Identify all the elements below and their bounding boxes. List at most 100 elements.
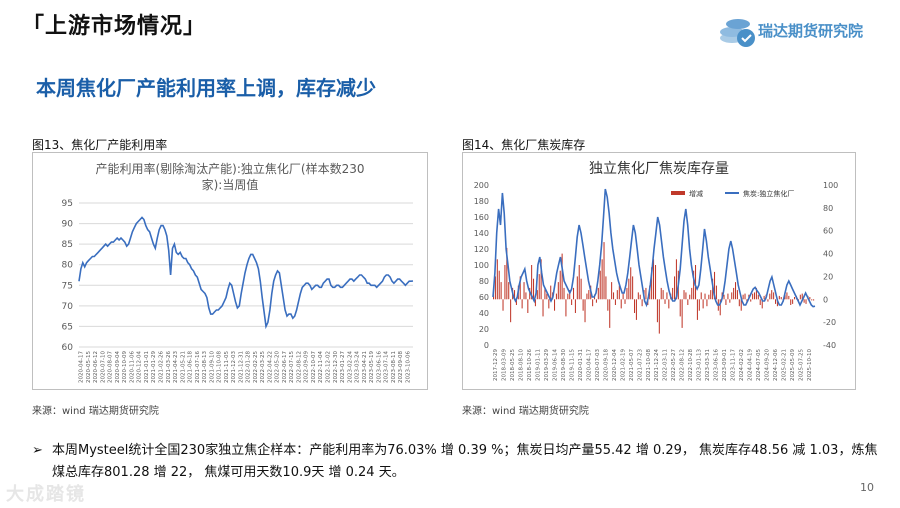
fig14-bar [708,294,710,300]
fig14-bar [778,295,780,300]
fig14-bar [729,299,731,303]
fig14-xtick-label: 2020-01-31 [578,349,584,381]
fig14-bar [639,294,641,300]
fig13-ytick-label: 75 [62,281,73,291]
fig13-xtick-label: 2020-05-15 [86,351,92,383]
fig14-bar [563,287,565,300]
fig13-xtick-label: 2021-03-26 [166,351,172,383]
fig14-bar [668,299,670,309]
fig14-bar [548,299,550,309]
fig14-bar [510,299,512,323]
fig13-ytick-label: 85 [62,240,73,250]
fig14-bar [630,267,632,300]
fig14-right-ytick: 60 [823,227,833,236]
fig14-bar [744,293,746,300]
fig14-bar [573,287,575,300]
fig14-bar [666,292,668,300]
fig14-bar [755,287,757,300]
fig14-xtick-label: 2020-04-17 [586,349,592,381]
fig14-bar [763,295,765,300]
fig14-bar [618,285,620,300]
fig14-xtick-label: 2021-05-07 [629,349,635,381]
fig14-xtick-label: 2024-12-06 [773,349,779,381]
fig13-xtick-label: 2022-07-15 [289,351,295,383]
fig14-bar [714,271,716,300]
fig14-bar [675,259,677,300]
fig13-xtick-label: 2021-10-08 [217,351,223,383]
fig13-xtick-label: 2022-11-04 [318,351,324,383]
fig14-xtick-label: 2022-05-27 [671,349,677,381]
fig13-xtick-label: 2021-06-18 [188,351,194,383]
fig14-bar [662,290,664,300]
fig14-xtick-label: 2020-07-03 [595,349,601,381]
fig14-bar [576,276,578,300]
fig14-bar [514,290,516,300]
fig14-bar [733,287,735,300]
fig14-bar [607,299,609,311]
fig14-bar [557,282,559,300]
fig14-bar [761,299,763,309]
fig14-bar [536,290,538,300]
fig14-bar [588,290,590,300]
fig14-bar [605,276,607,300]
fig13-xtick-label: 2021-07-16 [195,351,201,383]
fig14-xtick-label: 2018-05-25 [510,349,516,381]
fig14-bar [533,278,535,300]
fig14-xtick-label: 2025-05-09 [790,349,796,381]
headline: 本周焦化厂产能利用率上调，库存减少 [36,76,376,100]
fig14-xtick-label: 2019-11-15 [570,349,576,381]
fig14-bar [805,299,807,304]
fig14-bar [571,299,573,305]
fig14-bar [752,293,754,300]
page-title: 「上游市场情况」 [22,8,206,40]
fig14-bar [584,299,586,323]
fig14-bar [496,259,498,300]
fig14-bar [685,292,687,300]
fig14-bar [740,299,742,311]
fig14-bar [626,287,628,300]
fig14-xtick-label: 2022-08-12 [680,349,686,381]
coins-icon [720,19,755,47]
fig14-bar [574,299,576,313]
fig14-xtick-label: 2019-08-30 [561,349,567,381]
fig14-bar [695,265,697,300]
fig14-xtick-label: 2018-03-09 [502,349,508,381]
fig14-bar [634,299,636,313]
fig14-left-ytick: 160 [474,213,489,222]
fig14-bar [710,290,712,300]
fig14-bar [727,293,729,300]
fig14-caption: 图14、焦化厂焦炭库存 [462,138,586,152]
fig13-ytick-label: 65 [62,322,73,332]
fig14-bar [767,299,769,302]
fig14-xtick-label: 2022-10-28 [688,349,694,381]
arrow-bullet-icon: ➢ [32,443,43,458]
fig14-bar [702,299,704,309]
fig13-xtick-label: 2023-09-08 [398,351,404,383]
fig13-ytick-label: 90 [62,220,74,230]
fig14-xtick-label: 2023-03-31 [705,349,711,381]
fig14-xtick-label: 2021-10-08 [646,349,652,381]
fig14-bar [525,292,527,300]
fig14-xtick-label: 2019-03-29 [544,349,550,381]
fig14-bar [508,282,510,300]
fig13-source: 来源：wind 瑞达期货研究院 [32,406,159,417]
fig14-bar [586,293,588,300]
fig14-bar [704,293,706,300]
fig14-bar [565,299,567,317]
fig13-xtick-label: 2021-05-21 [180,351,186,383]
fig14-left-ytick: 200 [474,181,489,190]
fig14-bar [700,292,702,300]
fig14-xtick-label: 2020-09-18 [603,349,609,381]
logo-text: 瑞达期货研究院 [758,22,864,40]
fig14-bar [498,270,500,300]
fig14-bar [775,299,777,304]
fig14-bar [578,265,580,300]
fig13-xtick-label: 2022-01-28 [246,351,252,383]
fig14-right-ytick: 0 [823,295,828,304]
fig13-title-line2: 家):当周值 [202,177,259,192]
fig13-xtick-label: 2020-04-17 [79,351,85,383]
fig14-bar [542,299,544,317]
fig14-bar [660,287,662,300]
fig14-xtick-label: 2025-02-21 [781,349,787,381]
